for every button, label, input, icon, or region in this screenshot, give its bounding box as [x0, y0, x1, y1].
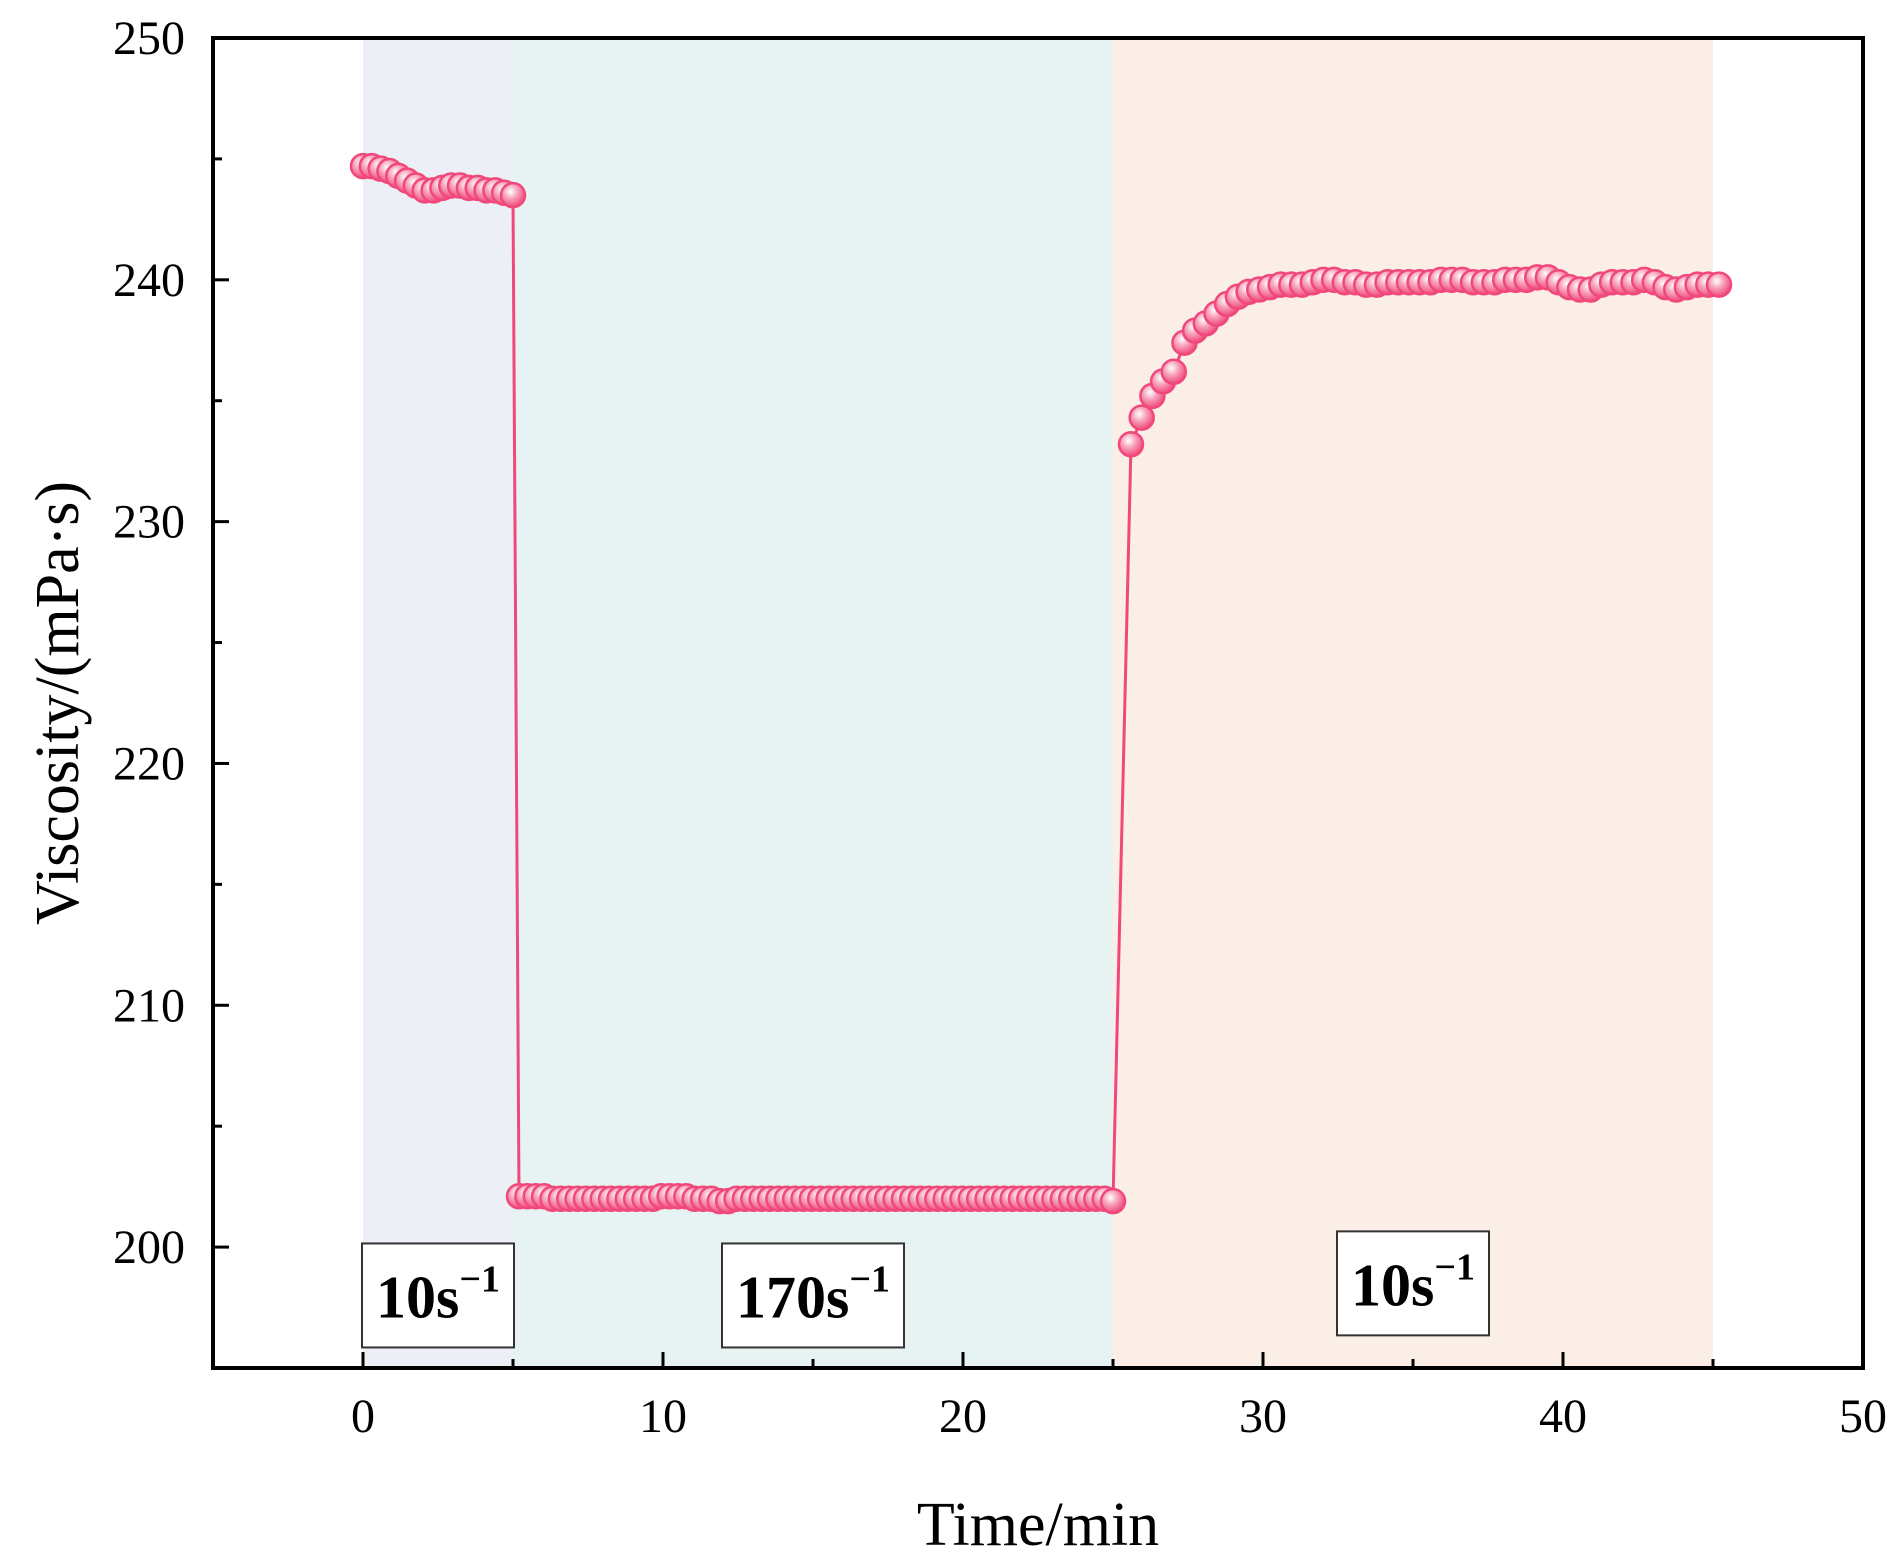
x-tick-label: 50: [1839, 1390, 1887, 1443]
data-point: [1705, 271, 1733, 298]
region-label-box: [360, 1242, 516, 1349]
region-label-text: 10s−1: [376, 1258, 500, 1330]
data-point: [1099, 1187, 1127, 1215]
x-tick-label: 30: [1239, 1390, 1287, 1443]
x-tick-label: 0: [351, 1390, 375, 1443]
region-labels: 10s−1 170s−1 10s−1: [360, 1230, 1491, 1349]
series-viscosity: [349, 152, 1733, 1215]
x-tick-label: 20: [939, 1390, 987, 1443]
y-tick-label: 230: [113, 496, 185, 549]
region-label-1: 170s−1: [720, 1242, 906, 1349]
y-tick-label: 220: [113, 737, 185, 790]
x-tick-label: 40: [1539, 1390, 1587, 1443]
x-tick-label: 10: [639, 1390, 687, 1443]
y-axis-title: Viscosity/(mPa·s): [24, 481, 92, 925]
region-label-text: 10s−1: [1351, 1246, 1475, 1318]
region-2: [1113, 40, 1713, 1366]
data-point: [499, 181, 527, 209]
region-0: [363, 40, 513, 1366]
data-point: [1128, 404, 1155, 431]
region-1: [513, 40, 1113, 1366]
y-tick-label: 200: [113, 1221, 185, 1274]
data-point: [1160, 358, 1188, 385]
region-label-2: 10s−1: [1335, 1230, 1491, 1337]
shaded-regions: [363, 40, 1713, 1366]
plot-frame: [211, 36, 1865, 1370]
region-label-text: 170s−1: [736, 1258, 890, 1330]
region-label-0: 10s−1: [360, 1242, 516, 1349]
y-tick-label: 210: [113, 979, 185, 1032]
y-tick-label: 250: [113, 12, 185, 65]
tick-labels: 0 10 20 30 40 50 200 210 220 230 240 250: [113, 12, 1887, 1443]
region-label-box: [1335, 1230, 1491, 1337]
data-point: [1117, 431, 1145, 458]
region-label-box: [720, 1242, 906, 1349]
x-axis-title: Time/min: [917, 1491, 1159, 1559]
y-tick-label: 240: [113, 254, 185, 307]
